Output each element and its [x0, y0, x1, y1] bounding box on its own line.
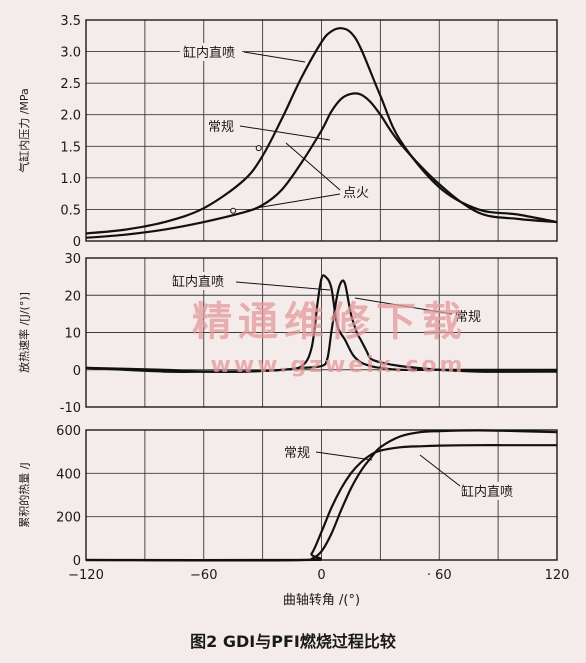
x-tick-label: · 60: [427, 568, 452, 583]
leader-line: [255, 193, 341, 209]
label-bg: [205, 117, 239, 135]
series-line-b: [85, 444, 557, 562]
y-tick-label: 20: [64, 289, 81, 304]
series-line-b: [85, 279, 558, 373]
ignition-marker-gdi: [255, 145, 262, 152]
leader-line: [239, 125, 331, 141]
annotation-gdi: 缸内直喷: [183, 45, 235, 61]
y-tick-label: 3.0: [60, 46, 81, 61]
panel-2-frame: [85, 257, 558, 408]
leader-line: [243, 51, 306, 63]
label-bg: [458, 482, 522, 500]
x-axis-label: 曲轴转角 /(°): [283, 593, 360, 608]
figure-caption: 图2 GDI与PFI燃烧过程比较: [190, 632, 396, 651]
y-tick-label: 400: [56, 467, 81, 482]
series-line-b: [85, 92, 558, 239]
leader-line: [354, 297, 453, 315]
annotation-gdi: 缸内直喷: [461, 484, 513, 500]
watermark-logo: 精通维修下载: [192, 299, 468, 345]
annotation-pfi: 常规: [284, 446, 310, 461]
x-tick-label: 120: [545, 568, 570, 583]
leader-line: [315, 451, 373, 461]
y-axis-label: 放热速率 /[J/(°)]: [17, 292, 31, 373]
leader-line: [235, 281, 331, 291]
y-tick-label: 200: [56, 511, 81, 526]
y-tick-label: 0: [73, 554, 81, 569]
panel-1-frame: [85, 19, 558, 242]
label-bg: [180, 43, 242, 61]
annotation-ignition: 点火: [343, 186, 369, 201]
y-tick-label: 600: [56, 424, 81, 439]
label-bg: [341, 183, 373, 201]
y-tick-label: 2.0: [60, 109, 81, 124]
label-bg: [452, 307, 488, 325]
x-tick-label: 0: [317, 568, 325, 583]
annotation-gdi: 缸内直喷: [172, 274, 224, 290]
y-axis-label: 累积的热量 /J: [17, 462, 31, 527]
y-tick-label: 2.5: [60, 77, 81, 92]
y-tick-label: 10: [64, 327, 81, 342]
y-axis-label: 气缸内压力 /MPa: [17, 88, 31, 173]
annotation-pfi: 常规: [455, 310, 481, 325]
y-tick-label: -10: [60, 401, 81, 416]
y-tick-label: 30: [64, 252, 81, 267]
y-tick-label: 3.5: [60, 14, 81, 29]
watermark-url: www.gzweix.com: [211, 353, 466, 378]
leader-line: [419, 454, 461, 487]
series-line-a: [85, 27, 558, 235]
y-tick-label: 0.5: [60, 203, 81, 218]
y-tick-label: 0: [73, 235, 81, 250]
annotation-pfi: 常规: [208, 120, 234, 135]
label-bg: [170, 272, 234, 290]
label-bg: [281, 443, 315, 461]
leader-line: [285, 142, 341, 191]
y-tick-label: 1.0: [60, 172, 81, 187]
ignition-marker-pfi: [230, 207, 237, 214]
x-tick-label: −120: [68, 568, 104, 583]
y-tick-label: 0: [73, 364, 81, 379]
y-tick-label: 1.5: [60, 140, 81, 155]
x-tick-label: −60: [190, 568, 217, 583]
